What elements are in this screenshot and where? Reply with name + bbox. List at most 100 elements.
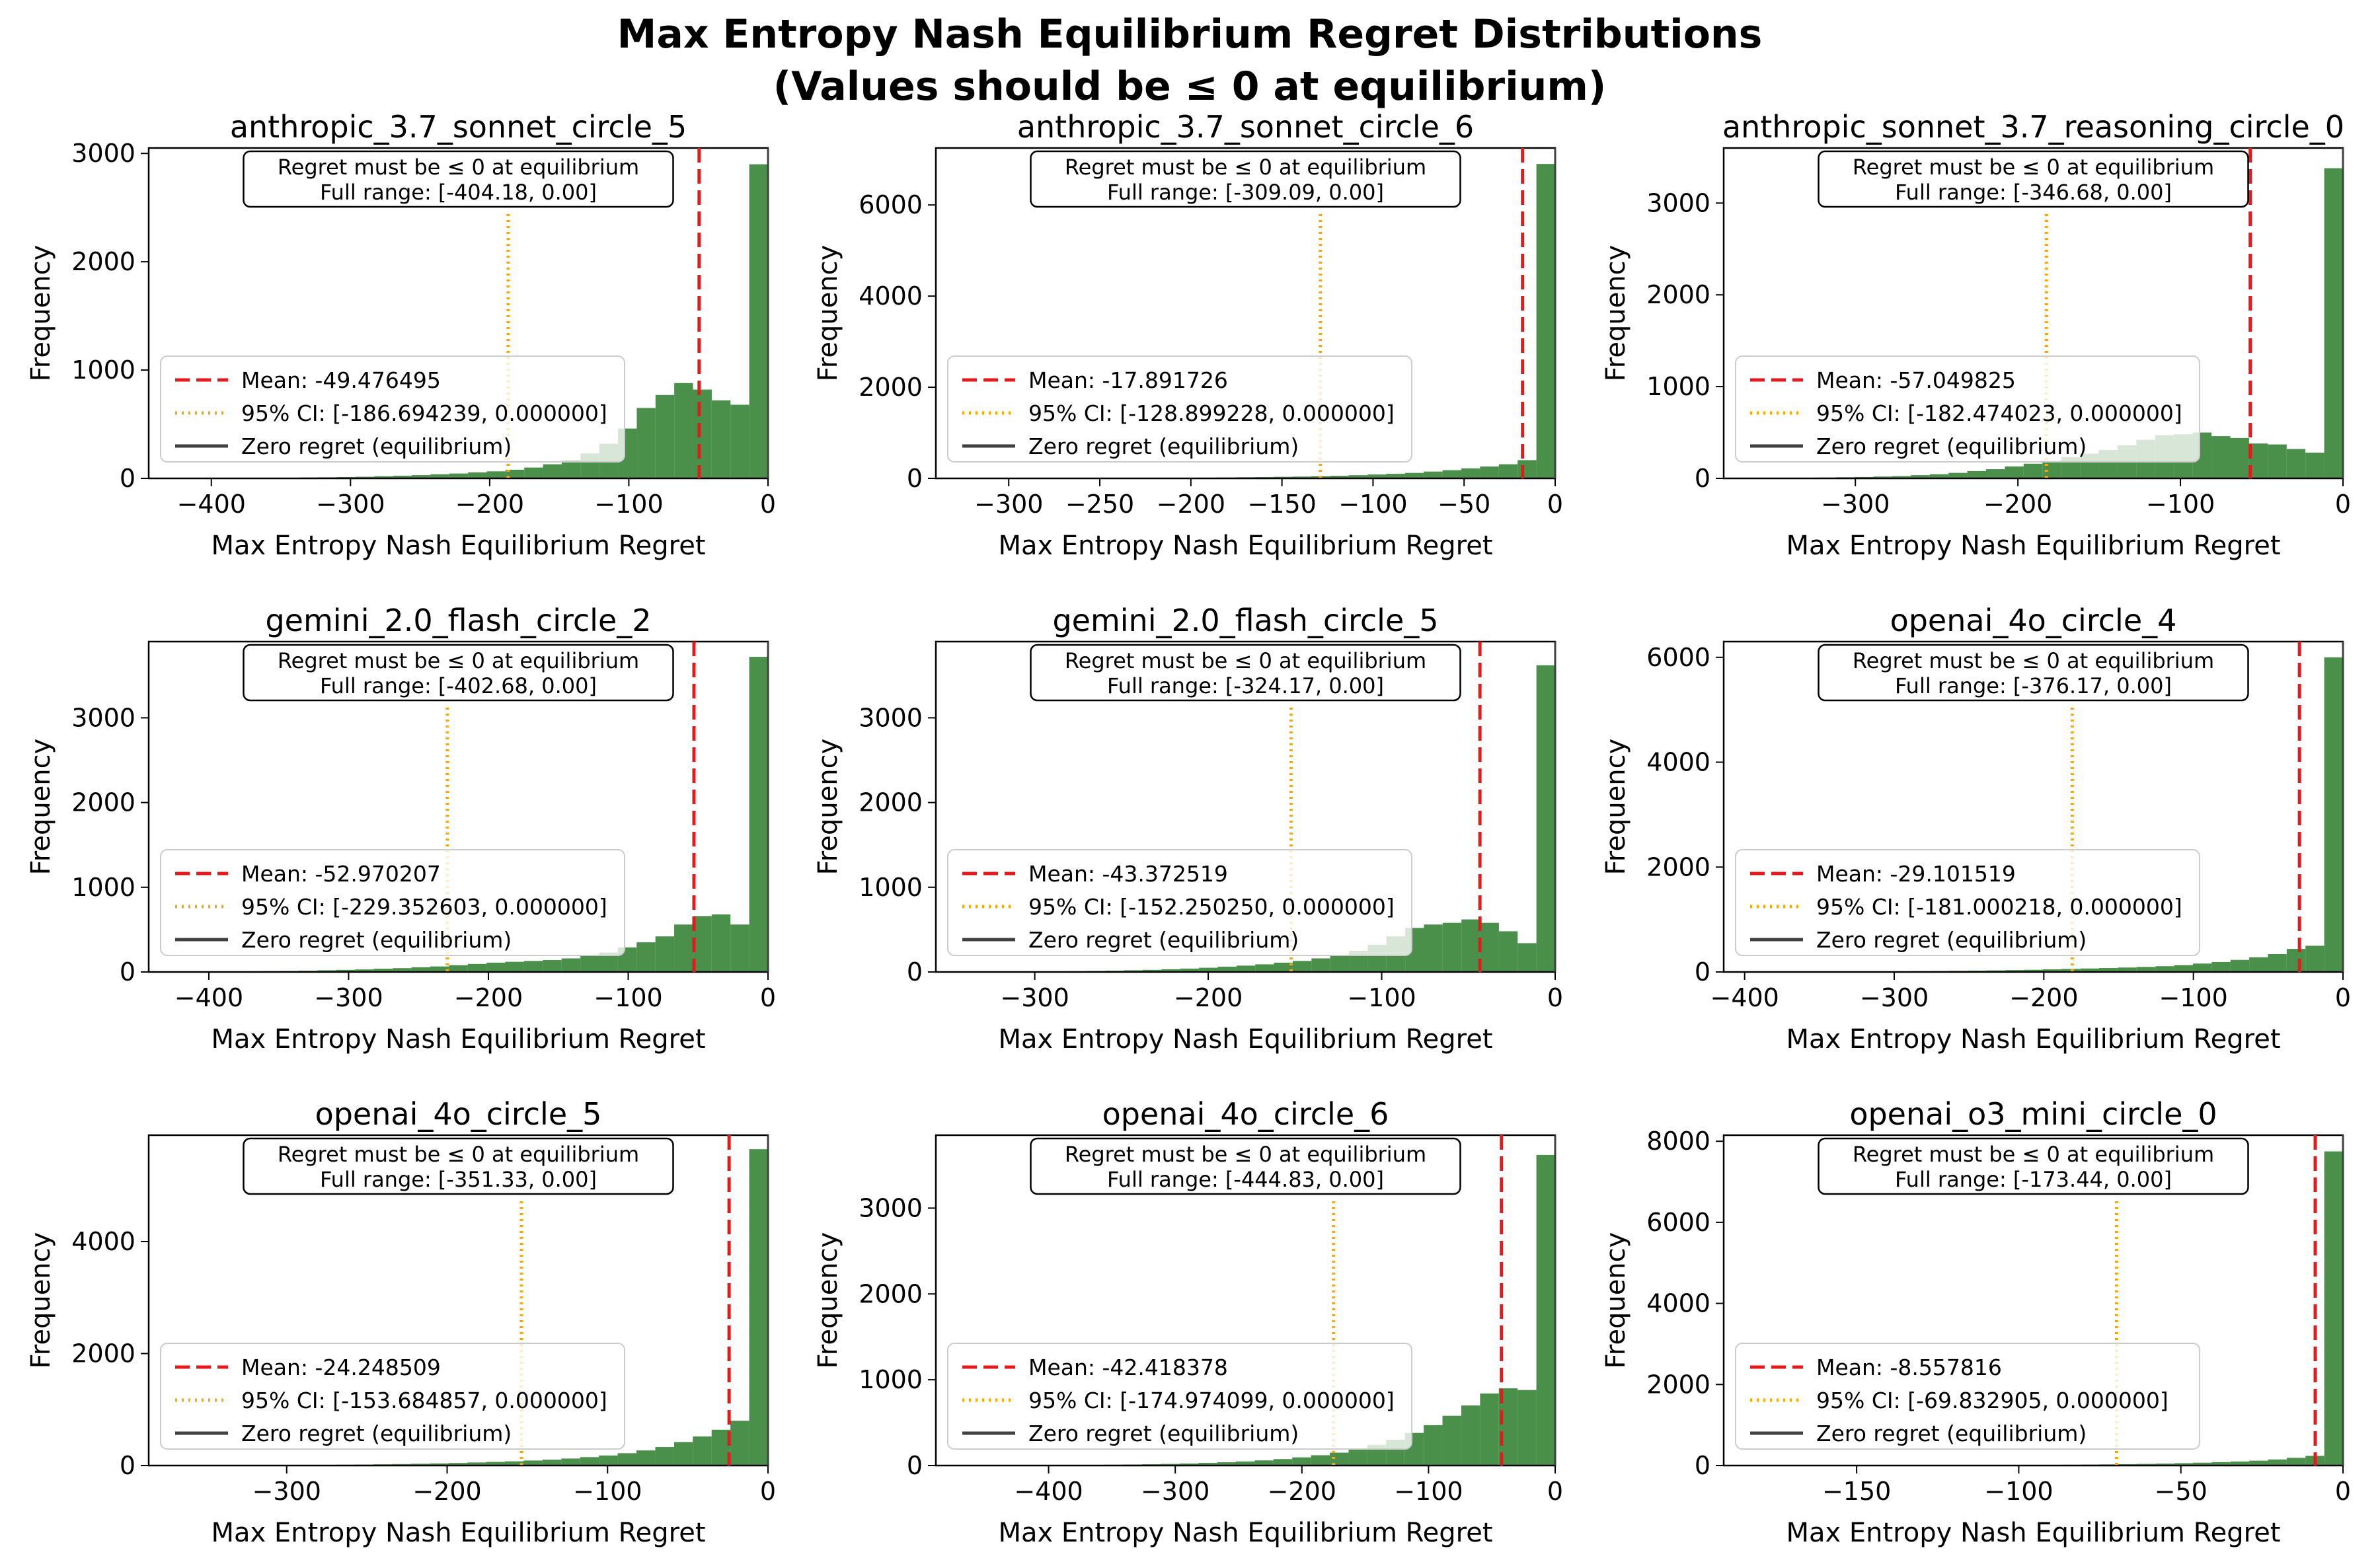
histogram-bar — [1180, 968, 1200, 972]
subplot-7: openai_4o_circle_5 −300 −200 −100 0 0 2000 4000… — [26, 1096, 776, 1548]
x-tick-label: −100 — [594, 490, 663, 519]
histogram-bar — [2118, 967, 2137, 972]
histogram-bar — [1235, 1461, 1255, 1466]
histogram-bar — [486, 471, 506, 478]
legend-box — [947, 849, 1412, 956]
annotation-box — [1030, 1137, 1461, 1195]
legend-box — [160, 849, 625, 956]
y-axis-label: Frequency — [26, 245, 56, 382]
y-axis-label: Frequency — [1601, 245, 1631, 382]
histogram-bar — [1124, 970, 1143, 972]
histogram-bar — [411, 967, 430, 972]
legend-ci-label: 95% CI: [-186.694239, 0.000000] — [241, 400, 607, 426]
y-tick-label: 1000 — [71, 355, 135, 385]
histogram-bar — [711, 914, 731, 972]
histogram-bar — [674, 383, 693, 478]
x-tick-label: −250 — [1065, 490, 1134, 519]
x-tick-label: −300 — [316, 490, 385, 519]
histogram-bar — [1348, 475, 1368, 478]
y-tick-label: 6000 — [1646, 1208, 1710, 1237]
x-tick-label: 0 — [2335, 983, 2351, 1012]
histogram-bar — [542, 1460, 562, 1466]
annotation-box — [1818, 150, 2249, 208]
y-tick-label: 2000 — [1646, 1370, 1710, 1399]
histogram-bar — [636, 408, 656, 478]
x-tick-label: 0 — [760, 490, 776, 519]
histogram-bar — [561, 1458, 580, 1466]
histogram-bar — [2230, 959, 2250, 972]
y-tick-label: 0 — [907, 464, 923, 493]
x-tick-label: −300 — [1141, 1477, 1209, 1506]
annotation-line2: Full range: [-173.44, 0.00] — [1895, 1167, 2172, 1192]
annotation-line2: Full range: [-402.68, 0.00] — [320, 673, 597, 698]
histogram-bar — [1536, 1154, 1555, 1466]
y-tick-label: 0 — [1695, 957, 1710, 987]
legend-mean-label: Mean: -17.891726 — [1028, 367, 1228, 393]
histogram-bar — [2024, 969, 2043, 972]
histogram-bar — [711, 400, 731, 478]
annotation-line1: Regret must be ≤ 0 at equilibrium — [278, 1142, 639, 1167]
legend-box — [947, 1343, 1412, 1450]
histogram-bar — [1273, 1459, 1293, 1466]
histogram-bar — [2248, 443, 2268, 478]
histogram-bar — [1536, 164, 1555, 478]
histogram-bar — [2286, 949, 2306, 972]
histogram-bar — [1348, 1449, 1367, 1466]
histogram-bar — [2324, 1151, 2343, 1466]
histogram-bar — [2324, 657, 2343, 972]
x-axis-label: Max Entropy Nash Equilibrium Regret — [211, 1518, 705, 1548]
histogram-bar — [1199, 967, 1218, 972]
histogram-bar — [1442, 470, 1462, 478]
subplot-title: gemini_2.0_flash_circle_5 — [1052, 603, 1438, 638]
legend-zero-label: Zero regret (equilibrium) — [241, 433, 512, 459]
annotation-line1: Regret must be ≤ 0 at equilibrium — [278, 648, 639, 673]
histogram-bar — [449, 473, 469, 478]
histogram-bar — [2193, 1462, 2212, 1466]
histogram-bar — [2211, 961, 2231, 972]
y-axis-label: Frequency — [26, 1232, 56, 1369]
x-axis-label: Max Entropy Nash Equilibrium Regret — [1786, 1024, 2280, 1055]
histogram-bar — [1461, 468, 1480, 478]
x-axis-label: Max Entropy Nash Equilibrium Regret — [211, 531, 705, 561]
legend-box — [1735, 1343, 2200, 1450]
subplot-2: anthropic_3.7_sonnet_circle_6 −300 −250 −20… — [813, 109, 1563, 561]
histogram-bar — [2305, 453, 2324, 478]
y-tick-label: 0 — [1695, 1451, 1710, 1480]
histogram-bar — [1330, 1452, 1349, 1466]
y-tick-label: 4000 — [1646, 1289, 1710, 1318]
histogram-bar — [1873, 476, 1892, 478]
annotation-line2: Full range: [-309.09, 0.00] — [1107, 180, 1384, 205]
subplot-title: openai_4o_circle_5 — [315, 1096, 602, 1132]
y-tick-label: 4000 — [859, 281, 923, 311]
histogram-bar — [655, 394, 675, 478]
histogram-bar — [2211, 1462, 2231, 1466]
histogram-bars — [991, 1154, 1555, 1466]
histogram-bar — [393, 475, 412, 478]
annotation-line2: Full range: [-346.68, 0.00] — [1895, 180, 2172, 205]
histogram-bar — [655, 936, 675, 972]
legend-box — [1735, 355, 2200, 463]
annotation-line2: Full range: [-404.18, 0.00] — [320, 180, 597, 205]
y-axis-label: Frequency — [813, 739, 843, 875]
histogram-bar — [317, 970, 337, 972]
histogram-bar — [1929, 474, 1949, 478]
histogram-bar — [523, 1460, 543, 1466]
y-tick-label: 0 — [907, 957, 923, 987]
legend-mean-label: Mean: -52.970207 — [241, 861, 441, 887]
legend-box — [160, 1343, 625, 1450]
x-tick-label: −100 — [573, 1477, 642, 1506]
x-tick-label: −100 — [1984, 1477, 2053, 1506]
legend-mean-label: Mean: -24.248509 — [241, 1355, 441, 1380]
legend-mean-label: Mean: -49.476495 — [241, 367, 441, 393]
annotation-box — [1818, 644, 2249, 702]
y-tick-label: 1000 — [1646, 372, 1710, 401]
y-tick-label: 1000 — [859, 873, 923, 902]
legend-mean-label: Mean: -29.101519 — [1816, 861, 2016, 887]
legend-mean-label: Mean: -42.418378 — [1028, 1355, 1228, 1380]
histogram-bar — [1911, 475, 1930, 478]
figure-title-line2: (Values should be ≤ 0 at equilibrium) — [773, 63, 1607, 110]
x-tick-label: 0 — [1547, 490, 1563, 519]
histogram-bar — [730, 404, 749, 478]
histogram-bar — [2268, 954, 2287, 972]
subplot-title: openai_o3_mini_circle_0 — [1849, 1096, 2217, 1132]
